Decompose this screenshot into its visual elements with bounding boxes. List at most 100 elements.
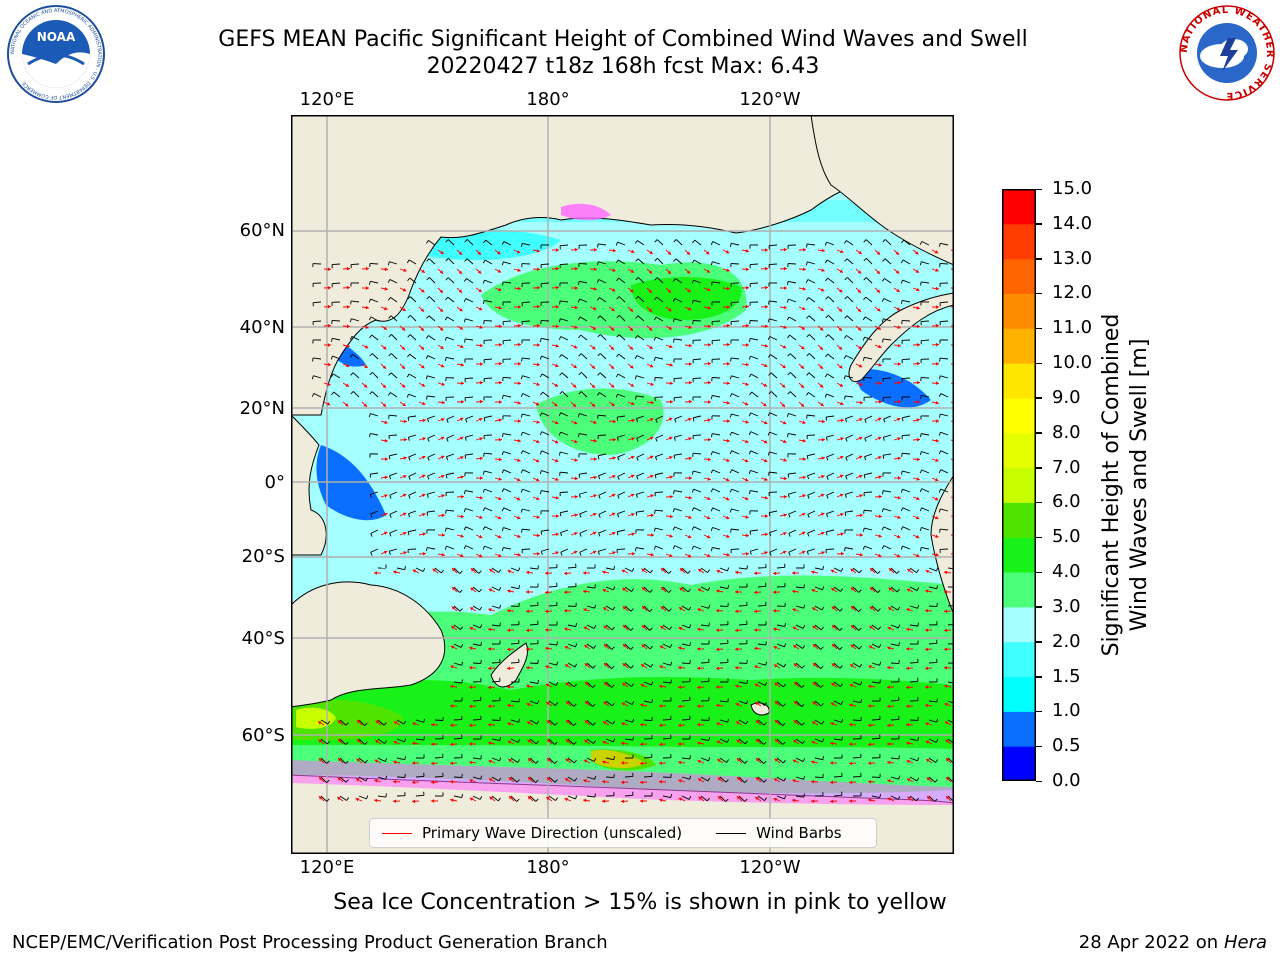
wind-barb-flag: [708, 757, 711, 761]
wind-barb: [681, 776, 690, 780]
wind-barb-flag: [501, 527, 504, 532]
wave-direction-arrowhead: [479, 437, 483, 441]
wave-direction-arrowhead: [821, 456, 825, 460]
wave-direction-arrowhead: [440, 364, 445, 368]
wind-barb: [790, 372, 797, 379]
wave-direction-arrowhead: [355, 778, 360, 782]
wind-barb: [491, 661, 501, 664]
wind-barb-flag: [879, 661, 882, 666]
wind-barb-flag: [369, 334, 373, 339]
wave-direction-arrowhead: [621, 569, 626, 573]
wind-barb-flag: [573, 741, 577, 745]
wave-direction-arrow: [950, 458, 954, 461]
wind-barb-flag: [787, 391, 791, 395]
wind-barb: [675, 278, 683, 284]
lat-tick: 40°S: [241, 628, 285, 649]
wave-direction-arrowhead: [907, 796, 911, 800]
wind-barb-flag: [573, 759, 577, 764]
wave-direction-arrowhead: [812, 625, 816, 629]
wind-barb-flag: [616, 334, 620, 338]
wind-barb: [719, 757, 727, 763]
wind-barb-flag: [788, 552, 791, 556]
wind-barb-flag: [916, 587, 920, 591]
wave-direction-arrowhead: [925, 628, 929, 632]
wave-direction-arrowhead: [895, 251, 899, 255]
wind-barb: [750, 529, 759, 532]
wind-barb-flag: [746, 679, 748, 684]
wave-direction-arrowhead: [555, 495, 559, 500]
wind-barb: [491, 567, 499, 573]
wind-barb-flag: [920, 547, 922, 552]
wave-direction-arrowhead: [906, 741, 910, 745]
wave-direction-arrowhead: [536, 551, 540, 556]
wave-direction-arrowhead: [707, 437, 711, 442]
wind-barb: [750, 373, 759, 379]
wind-barb: [731, 413, 740, 417]
wave-direction-arrowhead: [850, 568, 854, 572]
wave-direction-arrowhead: [896, 307, 901, 311]
wind-barb: [548, 719, 556, 726]
wind-barb-flag: [687, 570, 691, 574]
wave-direction-arrowhead: [478, 307, 483, 311]
wave-direction-arrowhead: [895, 270, 900, 274]
wave-direction-arrowhead: [319, 777, 323, 781]
wind-barb: [502, 320, 512, 323]
wave-direction-arrowhead: [688, 456, 692, 461]
wind-barb-flag: [898, 775, 901, 780]
wind-barb: [770, 372, 778, 379]
wind-barb: [579, 529, 588, 534]
wind-barb-flag: [445, 296, 449, 301]
wind-barb-flag: [746, 700, 749, 704]
wind-barb: [712, 394, 721, 398]
wind-barb-flag: [555, 797, 558, 801]
wind-barb: [483, 452, 493, 455]
wind-barb: [814, 738, 823, 743]
wind-barb: [674, 298, 683, 303]
wind-barb: [693, 545, 702, 550]
wave-direction-arrowhead: [934, 497, 939, 501]
wave-direction-arrowhead: [526, 684, 530, 688]
wind-barb-flag: [729, 393, 733, 397]
wind-barb: [559, 471, 569, 474]
wind-barb: [540, 263, 550, 266]
wind-barb-flag: [483, 417, 486, 422]
wave-direction-arrowhead: [783, 513, 787, 517]
wind-barb: [598, 548, 607, 552]
wind-barb-flag: [479, 796, 483, 800]
wave-direction-arrowhead: [469, 626, 473, 631]
wind-barb: [370, 413, 379, 417]
wind-barb-flag: [613, 738, 616, 743]
colorbar-band: [1002, 397, 1036, 434]
wave-direction-arrowhead: [535, 459, 540, 463]
wave-direction-arrowhead: [564, 627, 568, 631]
wind-barb-flag: [521, 243, 523, 248]
wind-barb: [700, 586, 709, 591]
wind-barb-flag: [805, 261, 808, 266]
colorbar-tick-label: 6.0: [1052, 491, 1081, 513]
wind-barb-flag: [445, 357, 447, 362]
wind-barb-flag: [920, 433, 922, 438]
wind-barb: [731, 488, 740, 493]
wind-barb: [674, 526, 683, 531]
wind-barb: [428, 258, 436, 265]
wave-direction-arrowhead: [850, 644, 854, 648]
wind-barb: [408, 373, 417, 379]
wind-barb: [828, 315, 835, 322]
wind-barb-flag: [499, 757, 502, 762]
wind-barb-flag: [369, 474, 372, 478]
wind-barb: [921, 451, 930, 455]
wind-barb: [446, 336, 455, 341]
wind-barb: [655, 356, 664, 360]
wave-direction-arrowhead: [878, 381, 882, 386]
wind-barb: [909, 567, 917, 573]
wave-direction-arrowhead: [887, 797, 892, 801]
wave-direction-arrowhead: [876, 270, 880, 274]
wind-barb-flag: [801, 684, 805, 688]
wave-direction-arrowhead: [745, 362, 749, 367]
wind-barb-flag: [784, 795, 787, 800]
wave-direction-arrowhead: [916, 343, 920, 347]
wind-barb-flag: [630, 665, 634, 669]
wave-direction-arrowhead: [498, 437, 502, 442]
wind-barb-flag: [369, 353, 373, 357]
wave-direction-arrowhead: [764, 532, 768, 537]
